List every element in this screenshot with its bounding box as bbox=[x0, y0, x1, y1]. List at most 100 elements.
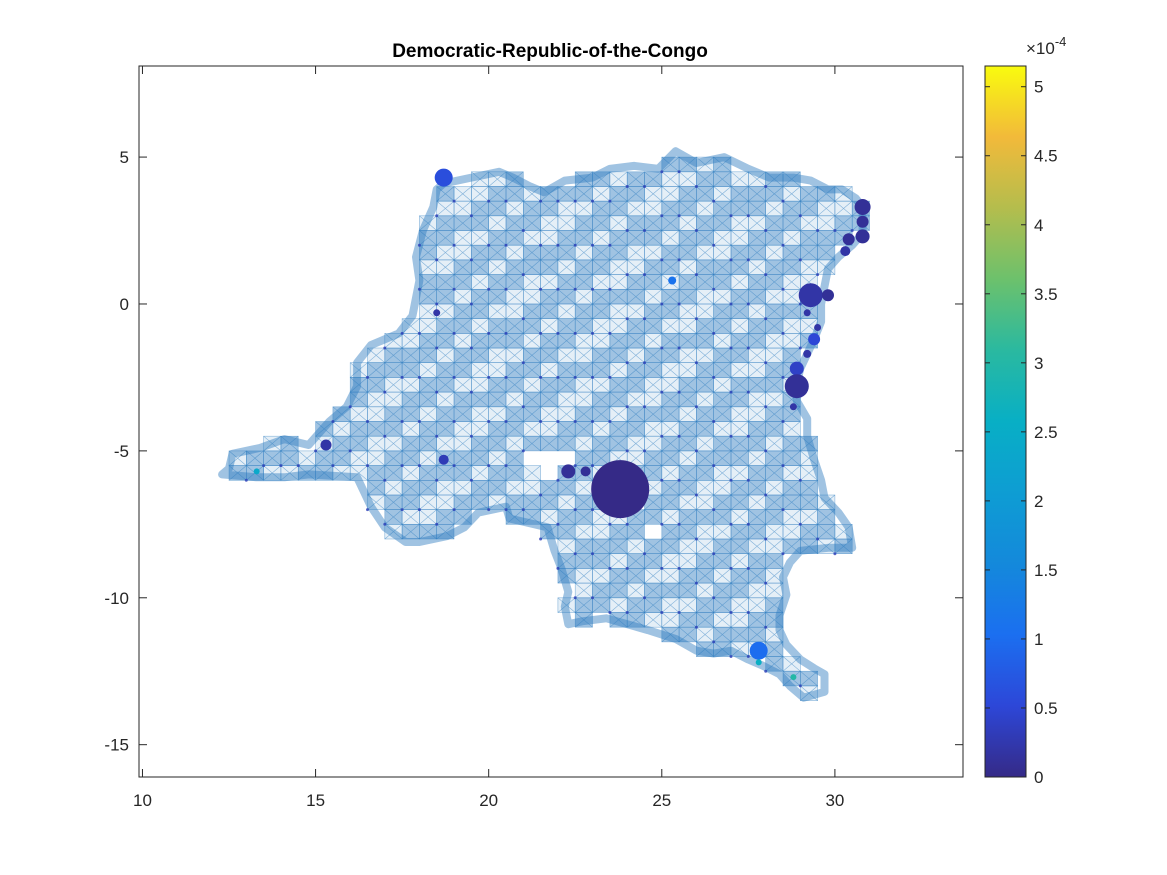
mesh-node bbox=[694, 581, 698, 585]
mesh-diagonals bbox=[505, 333, 524, 349]
mesh-diagonals bbox=[523, 244, 541, 261]
mesh-node bbox=[781, 199, 785, 203]
mesh-node bbox=[643, 552, 646, 556]
mesh-diagonals bbox=[505, 171, 524, 187]
mesh-diagonals bbox=[627, 377, 645, 393]
mesh-diagonals bbox=[730, 509, 749, 525]
mesh-node bbox=[608, 243, 612, 247]
mesh-node bbox=[366, 420, 369, 423]
mesh-diagonals bbox=[661, 494, 680, 510]
mesh-diagonals bbox=[540, 435, 559, 452]
mesh-node bbox=[556, 566, 560, 570]
mesh-node bbox=[677, 478, 681, 482]
mesh-diagonals bbox=[730, 391, 749, 408]
mesh-diagonals bbox=[644, 274, 662, 290]
mesh-diagonals bbox=[817, 509, 836, 525]
mesh-diagonals bbox=[678, 171, 697, 187]
mesh-diagonals bbox=[419, 230, 437, 246]
mesh-diagonals bbox=[298, 465, 316, 481]
mesh-diagonals bbox=[557, 303, 576, 319]
mesh-diagonals bbox=[678, 377, 697, 393]
mesh-node bbox=[608, 375, 612, 379]
mesh-diagonals bbox=[627, 230, 645, 246]
mesh-diagonals bbox=[765, 582, 784, 599]
mesh-diagonals bbox=[678, 509, 697, 525]
mesh-diagonals bbox=[557, 435, 576, 452]
mesh-node bbox=[729, 302, 733, 306]
mesh-diagonals bbox=[350, 406, 368, 422]
data-point bbox=[814, 324, 822, 331]
mesh-node bbox=[417, 508, 421, 512]
mesh-diagonals bbox=[661, 450, 680, 466]
mesh-diagonals bbox=[713, 391, 732, 408]
mesh-node bbox=[694, 317, 698, 321]
mesh-node bbox=[643, 449, 646, 453]
mesh-diagonals bbox=[575, 568, 593, 584]
mesh-diagonals bbox=[765, 391, 784, 408]
mesh-node bbox=[764, 229, 768, 232]
mesh-diagonals bbox=[609, 347, 628, 363]
mesh-diagonals bbox=[800, 230, 818, 246]
mesh-node bbox=[366, 508, 369, 512]
mesh-diagonals bbox=[436, 259, 455, 275]
mesh-diagonals bbox=[575, 171, 593, 187]
mesh-node bbox=[643, 317, 646, 321]
mesh-node bbox=[504, 375, 508, 379]
mesh-node bbox=[521, 508, 525, 512]
mesh-diagonals bbox=[419, 318, 437, 334]
mesh-diagonals bbox=[471, 200, 489, 217]
mesh-diagonals bbox=[609, 333, 628, 349]
mesh-diagonals bbox=[627, 171, 645, 187]
mesh-diagonals bbox=[765, 494, 784, 510]
mesh-diagonals bbox=[609, 568, 628, 584]
mesh-diagonals bbox=[696, 612, 714, 628]
mesh-diagonals bbox=[575, 377, 593, 393]
mesh-diagonals bbox=[713, 568, 732, 584]
mesh-node bbox=[331, 420, 335, 423]
mesh-diagonals bbox=[627, 333, 645, 349]
mesh-node bbox=[746, 566, 750, 570]
mesh-diagonals bbox=[696, 186, 714, 202]
mesh-diagonals bbox=[730, 406, 749, 422]
mesh-diagonals bbox=[384, 377, 403, 393]
mesh-diagonals bbox=[748, 230, 766, 246]
mesh-diagonals bbox=[765, 244, 784, 261]
mesh-diagonals bbox=[419, 362, 437, 378]
mesh-diagonals bbox=[627, 318, 645, 334]
mesh-diagonals bbox=[678, 318, 697, 334]
mesh-diagonals bbox=[436, 200, 455, 217]
mesh-diagonals bbox=[505, 244, 524, 261]
mesh-diagonals bbox=[488, 244, 507, 261]
mesh-diagonals bbox=[401, 465, 420, 481]
mesh-diagonals bbox=[678, 480, 697, 496]
mesh-node bbox=[746, 302, 750, 306]
mesh-diagonals bbox=[661, 406, 680, 422]
mesh-node bbox=[573, 464, 577, 468]
mesh-diagonals bbox=[678, 333, 697, 349]
mesh-node bbox=[608, 522, 612, 526]
mesh-node bbox=[729, 214, 733, 218]
mesh-diagonals bbox=[713, 200, 732, 217]
x-tick-label: 15 bbox=[306, 791, 325, 810]
mesh-diagonals bbox=[678, 244, 697, 261]
mesh-diagonals bbox=[263, 465, 282, 481]
mesh-node bbox=[781, 375, 785, 379]
mesh-node bbox=[608, 331, 612, 335]
mesh-node bbox=[625, 317, 629, 321]
mesh-diagonals bbox=[557, 480, 576, 496]
mesh-diagonals bbox=[627, 553, 645, 569]
data-point bbox=[822, 289, 834, 302]
mesh-diagonals bbox=[817, 230, 836, 246]
data-point bbox=[789, 361, 804, 376]
mesh-diagonals bbox=[367, 391, 385, 408]
mesh-diagonals bbox=[575, 186, 593, 202]
mesh-diagonals bbox=[419, 450, 437, 466]
mesh-diagonals bbox=[488, 318, 507, 334]
mesh-diagonals bbox=[523, 230, 541, 246]
mesh-diagonals bbox=[557, 568, 576, 584]
mesh-diagonals bbox=[713, 641, 732, 657]
mesh-diagonals bbox=[661, 200, 680, 217]
mesh-diagonals bbox=[644, 259, 662, 275]
mesh-diagonals bbox=[696, 156, 714, 173]
mesh-node bbox=[660, 611, 664, 614]
